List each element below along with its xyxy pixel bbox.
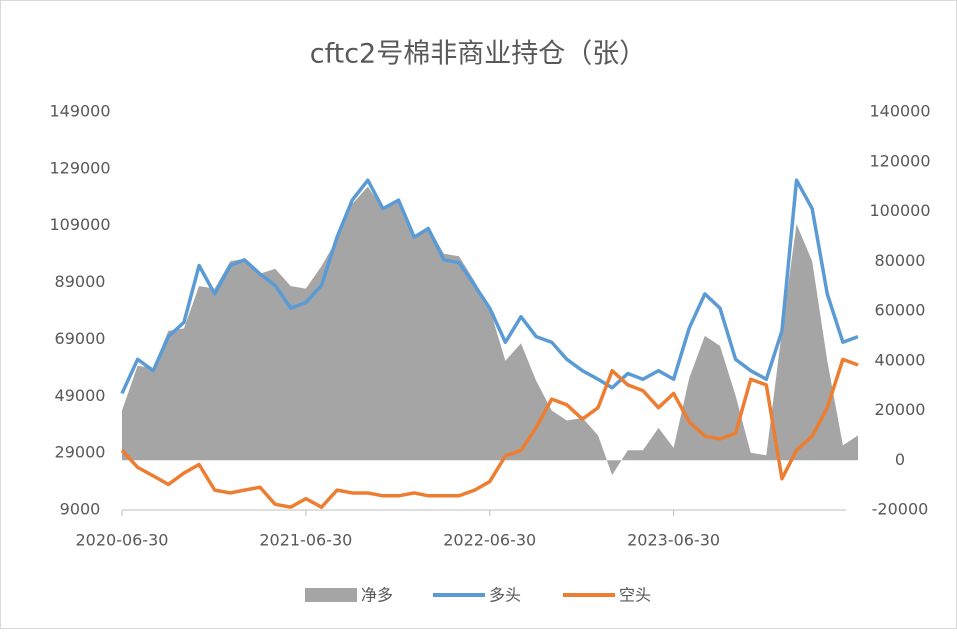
y2-tick-label: 140000 xyxy=(869,102,930,121)
y-tick-label: 149000 xyxy=(49,102,110,121)
line xyxy=(120,357,859,509)
y-tick-label: 29000 xyxy=(55,443,106,462)
x-tick-label: 2020-06-30 xyxy=(76,531,169,550)
y2-tick-label: 80000 xyxy=(875,251,926,270)
y2-tick-label: 100000 xyxy=(869,201,930,220)
legend-label: 空头 xyxy=(619,586,651,605)
area xyxy=(122,186,858,476)
y-tick-label: 109000 xyxy=(49,215,110,234)
y-tick-label: 49000 xyxy=(55,386,106,405)
y2-tick-label: 0 xyxy=(895,450,905,469)
x-tick-label: 2023-06-30 xyxy=(627,531,720,550)
legend-swatch xyxy=(305,588,357,602)
y-tick-label: 89000 xyxy=(55,272,106,291)
y2-tick-label: 60000 xyxy=(875,301,926,320)
x-tick-label: 2021-06-30 xyxy=(259,531,352,550)
y-tick-label: 129000 xyxy=(49,158,110,177)
y-tick-label: 69000 xyxy=(55,329,106,348)
y-tick-label: 9000 xyxy=(60,500,101,519)
y2-tick-label: 40000 xyxy=(875,350,926,369)
line xyxy=(120,178,859,395)
legend-label: 多头 xyxy=(489,586,521,605)
x-tick-label: 2022-06-30 xyxy=(443,531,536,550)
y2-tick-label: 120000 xyxy=(869,151,930,170)
y2-tick-label: 20000 xyxy=(875,400,926,419)
y2-tick-label: -20000 xyxy=(872,500,929,519)
chart-title: cftc2号棉非商业持仓（张） xyxy=(310,39,647,70)
legend-label: 净多 xyxy=(361,586,393,605)
